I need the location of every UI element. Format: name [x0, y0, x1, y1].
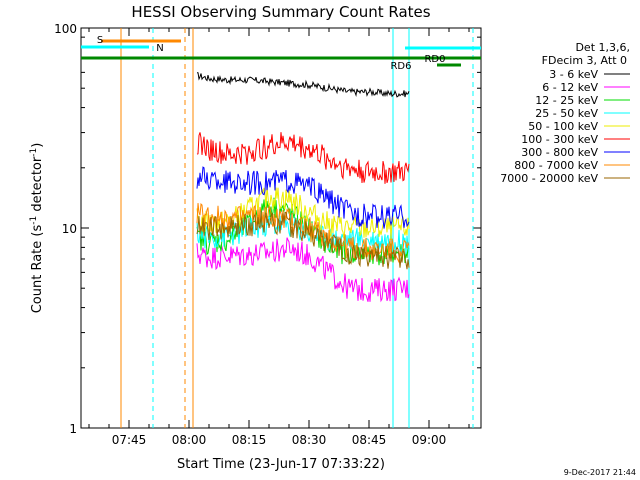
legend-label-7: 300 - 800 keV: [521, 146, 598, 159]
y-label-part-2: detector: [30, 156, 45, 216]
x-axis-label: Start Time (23-Jun-17 07:33:22): [177, 457, 385, 472]
x-tick-label: 08:00: [172, 433, 207, 447]
band-label-n: N: [156, 43, 163, 54]
series-line-7: [196, 166, 410, 229]
band-label-s: S: [97, 35, 103, 46]
legend-label-8: 800 - 7000 keV: [514, 159, 598, 172]
chart-title: HESSI Observing Summary Count Rates: [131, 3, 430, 21]
plot-area: N S RD6 RD0: [80, 27, 482, 429]
legend-label-2: 6 - 12 keV: [542, 81, 598, 94]
series-group: [196, 72, 410, 303]
series-line-6: [196, 132, 410, 184]
legend-label-6: 100 - 300 keV: [521, 133, 598, 146]
x-tick-label: 09:00: [412, 433, 447, 447]
legend-label-1: 3 - 6 keV: [549, 68, 598, 81]
x-tick-label: 08:45: [352, 433, 387, 447]
y-tick-label: 1: [69, 422, 77, 436]
legend-label-4: 25 - 50 keV: [535, 107, 598, 120]
legend-label-3: 12 - 25 keV: [535, 94, 598, 107]
y-label-part-3: ): [30, 143, 45, 148]
x-tick-label: 08:15: [232, 433, 267, 447]
y-tick-label: 10: [62, 222, 77, 236]
legend-header-1: Det 1,3,6,: [575, 41, 630, 54]
attenuator-bands: N S RD6 RD0: [81, 35, 481, 72]
x-tick-labels: 07:45 08:00 08:15 08:30 08:45 09:00: [112, 433, 447, 447]
x-tick-label: 07:45: [112, 433, 147, 447]
y-label-part-1: Count Rate (s: [30, 225, 45, 314]
legend-label-9: 7000 - 20000 keV: [500, 172, 598, 185]
x-tick-label: 08:30: [292, 433, 327, 447]
series-line-2: [196, 237, 410, 303]
series-line-9: [196, 210, 410, 270]
y-label-sup-2: -1: [29, 148, 39, 157]
y-tick-label: 100: [54, 22, 77, 36]
timestamp: 9-Dec-2017 21:44: [564, 468, 636, 477]
legend-header-2: FDecim 3, Att 0: [542, 54, 627, 67]
band-label-rd6: RD6: [390, 61, 411, 72]
y-tick-labels: 1 10 100: [54, 22, 77, 436]
legend-label-5: 50 - 100 keV: [528, 120, 598, 133]
series-line-1: [197, 72, 410, 98]
y-axis-label: Count Rate (s-1 detector-1): [29, 143, 45, 314]
y-label-sup-1: -1: [29, 216, 39, 225]
band-label-rd0: RD0: [424, 54, 445, 65]
series-line-4: [196, 214, 410, 255]
